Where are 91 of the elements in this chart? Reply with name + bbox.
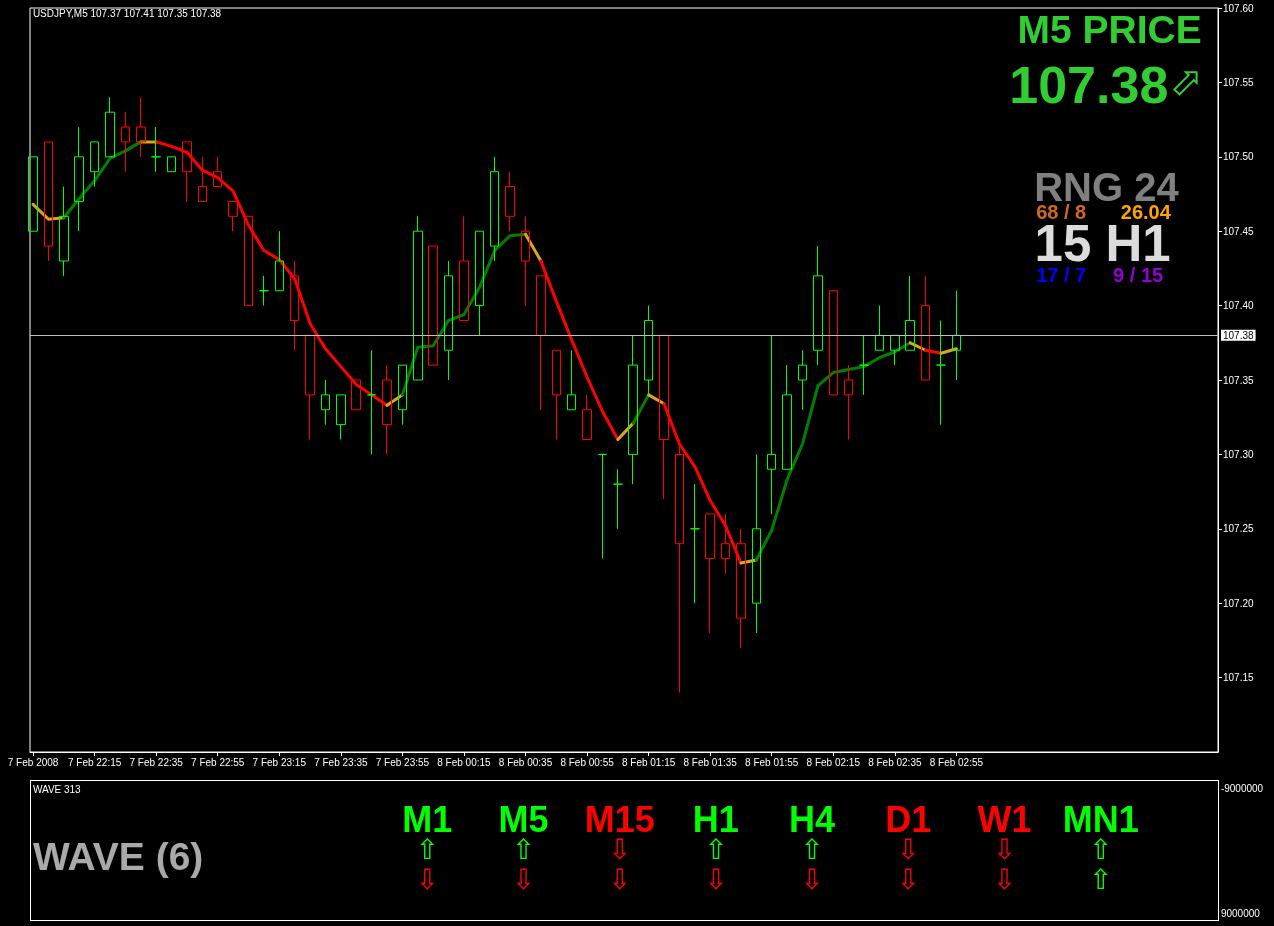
line-series: [754, 341, 912, 562]
x-tick-label: 8 Feb 00:35: [498, 756, 553, 768]
candlestick: [598, 453, 607, 560]
text: WAVE (6): [32, 834, 204, 878]
chart-title: USDJPY,M5 107.37 107.41 107.35 107.38: [32, 8, 222, 20]
x-tick-label: 7 Feb 2008: [7, 756, 59, 768]
line-series: [539, 259, 620, 442]
candlestick: [813, 245, 823, 366]
candlestick: [413, 215, 423, 381]
candlestick: [228, 200, 238, 232]
annotation: ⬀: [1169, 58, 1204, 105]
candlestick: [244, 215, 253, 307]
y-tick-label: 107.20: [1223, 597, 1255, 609]
annotation: 9 / 15: [1113, 263, 1164, 286]
y-tick-label: 107.45: [1223, 225, 1255, 237]
x-tick-label: 7 Feb 23:35: [314, 756, 368, 768]
candlestick: [552, 349, 561, 441]
candlestick: [136, 96, 146, 158]
y-tick-label: 107.25: [1223, 523, 1255, 535]
candlestick: [121, 111, 130, 173]
candlestick: [767, 334, 776, 515]
ref-line-label: 107.38: [1223, 329, 1255, 341]
candlestick: [459, 215, 469, 321]
candlestick: [198, 156, 207, 202]
candlestick: [398, 364, 407, 426]
candlestick: [90, 141, 99, 188]
candlestick: [490, 156, 499, 262]
candlestick: [444, 260, 453, 381]
candlestick: [475, 230, 484, 336]
x-tick-label: 7 Feb 23:55: [375, 756, 430, 768]
candlestick: [275, 230, 284, 292]
x-tick-label: 8 Feb 02:15: [806, 756, 861, 768]
text: -9000000: [1220, 782, 1264, 794]
candlestick: [567, 349, 576, 411]
annotation: 107.38: [1009, 56, 1169, 115]
y-tick-label: 107.55: [1223, 76, 1255, 88]
candlestick: [690, 483, 700, 604]
candlestick: [59, 186, 69, 277]
x-tick-label: 8 Feb 01:55: [745, 756, 799, 768]
y-tick-label: 107.60: [1223, 2, 1255, 14]
y-tick-label: 107.50: [1223, 151, 1255, 163]
candlestick: [428, 245, 438, 366]
candlestick: [213, 156, 222, 188]
candlestick: [28, 156, 38, 232]
candlestick: [259, 275, 269, 307]
text: 9000000: [1220, 907, 1261, 919]
annotation: 26.04: [1120, 201, 1172, 224]
candlestick: [628, 334, 638, 485]
candlestick: [613, 468, 623, 530]
x-tick-label: 8 Feb 01:15: [621, 756, 676, 768]
candlestick: [905, 275, 915, 351]
line-series: [62, 140, 143, 220]
candlestick: [582, 394, 592, 441]
annotation: M5 PRICE: [1017, 7, 1202, 51]
text: WAVE 313: [32, 783, 82, 795]
x-tick-label: 7 Feb 22:35: [129, 756, 184, 768]
candlestick: [44, 141, 53, 262]
candlestick: [336, 394, 346, 441]
x-tick-label: 7 Feb 22:15: [67, 756, 122, 768]
candlestick: [798, 349, 807, 411]
annotation: 17 / 7: [1036, 263, 1087, 286]
candlestick: [505, 171, 515, 232]
x-tick-label: 8 Feb 00:55: [560, 756, 615, 768]
candlestick: [890, 334, 900, 366]
candlestick: [936, 319, 946, 426]
y-tick-label: 107.40: [1223, 300, 1255, 312]
candlestick: [151, 126, 161, 173]
candlestick: [859, 334, 869, 396]
candlestick: [167, 156, 176, 173]
y-tick-label: 107.15: [1223, 672, 1255, 684]
candlestick: [321, 379, 330, 426]
x-tick-label: 8 Feb 01:35: [683, 756, 738, 768]
x-tick-label: 8 Feb 00:15: [437, 756, 492, 768]
candlestick: [952, 290, 961, 381]
candlestick: [74, 126, 84, 232]
candlestick: [752, 453, 761, 634]
candlestick: [782, 364, 792, 470]
candlestick: [875, 305, 884, 351]
y-tick-label: 107.30: [1223, 448, 1255, 460]
x-tick-label: 8 Feb 02:55: [929, 756, 984, 768]
candlestick: [521, 215, 530, 307]
candlestick: [644, 305, 653, 396]
candlestick: [829, 290, 838, 396]
x-tick-label: 7 Feb 22:55: [191, 756, 245, 768]
x-tick-label: 7 Feb 23:15: [252, 756, 307, 768]
x-tick-label: 8 Feb 02:35: [868, 756, 922, 768]
candlestick: [290, 260, 299, 351]
candlestick: [105, 96, 115, 158]
candlestick: [844, 364, 853, 441]
y-tick-label: 107.35: [1223, 374, 1255, 386]
candlestick: [367, 349, 376, 455]
